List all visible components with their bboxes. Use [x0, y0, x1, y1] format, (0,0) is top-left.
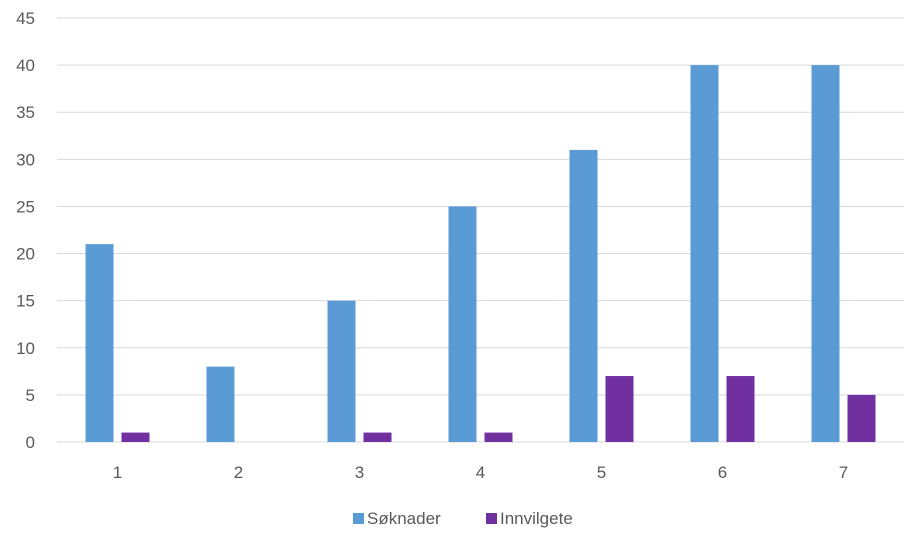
x-tick-label: 4	[476, 463, 485, 482]
y-tick-label: 15	[16, 292, 35, 311]
y-tick-label: 30	[16, 150, 35, 169]
x-tick-label: 5	[597, 463, 606, 482]
x-tick-label: 6	[718, 463, 727, 482]
y-tick-label: 40	[16, 56, 35, 75]
legend-swatch-innvilgete	[486, 513, 497, 524]
bar-soknader-3	[327, 300, 356, 442]
bar-innvilgete-7	[847, 394, 876, 442]
gridlines	[57, 17, 904, 443]
legend-label-innvilgete: Innvilgete	[500, 509, 573, 528]
y-tick-label: 45	[16, 9, 35, 28]
y-axis-tick-labels: 0 5 10 15 20 25 30 35 40 45	[16, 9, 35, 452]
x-axis-tick-labels: 1 2 3 4 5 6 7	[113, 463, 848, 482]
legend: Søknader Innvilgete	[353, 509, 573, 528]
bar-soknader-7	[811, 65, 840, 442]
x-tick-label: 1	[113, 463, 122, 482]
bars	[85, 65, 876, 442]
y-tick-label: 35	[16, 103, 35, 122]
x-tick-label: 2	[234, 463, 243, 482]
bar-innvilgete-4	[484, 432, 513, 442]
bar-soknader-4	[448, 206, 477, 442]
x-tick-label: 7	[839, 463, 848, 482]
bar-innvilgete-5	[605, 376, 634, 442]
bar-innvilgete-1	[121, 432, 150, 442]
y-tick-label: 0	[26, 433, 35, 452]
bar-soknader-6	[690, 65, 719, 442]
bar-innvilgete-6	[726, 376, 755, 442]
bar-soknader-2	[206, 366, 235, 442]
y-tick-label: 10	[16, 339, 35, 358]
legend-swatch-soknader	[353, 513, 364, 524]
y-tick-label: 5	[26, 386, 35, 405]
bar-soknader-1	[85, 244, 114, 442]
y-tick-label: 20	[16, 245, 35, 264]
x-tick-label: 3	[355, 463, 364, 482]
y-tick-label: 25	[16, 197, 35, 216]
bar-innvilgete-3	[363, 432, 392, 442]
legend-label-soknader: Søknader	[367, 509, 441, 528]
bar-soknader-5	[569, 149, 598, 442]
